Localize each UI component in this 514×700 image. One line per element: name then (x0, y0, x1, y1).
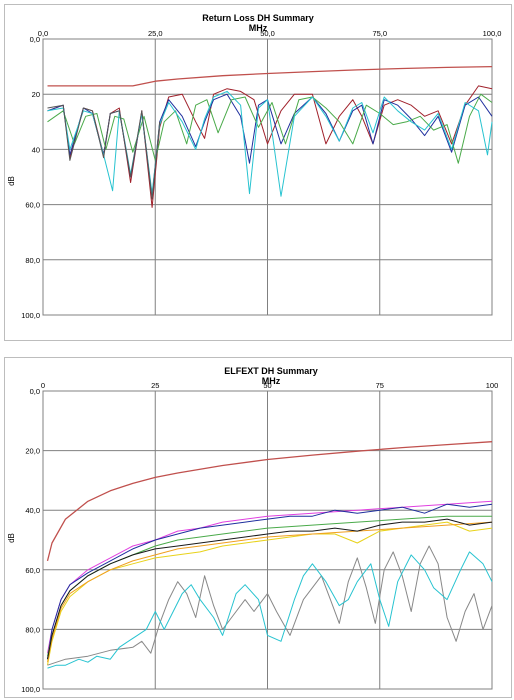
return-loss-chart: Return Loss DH Summary MHz dB 0,0 25,0 50,… (7, 13, 502, 320)
y-tick-label: 100,0 (21, 311, 40, 320)
y-axis-label: dB (7, 533, 16, 543)
x-tick-label: 100,0 (483, 29, 502, 38)
limit-line (47, 65, 493, 87)
y-axis-label: dB (7, 176, 16, 186)
y-tick-label: 0,0 (30, 35, 40, 44)
return-loss-panel: Return Loss DH Summary MHz dB 0,0 25,0 50,… (4, 4, 512, 341)
y-tick-label: 60,0 (25, 201, 40, 210)
chart-title: Return Loss DH Summary (202, 13, 314, 23)
series-line-4 (47, 90, 493, 197)
y-tick-label: 60,0 (25, 566, 40, 575)
series-line-7 (47, 545, 493, 666)
series-line-6 (47, 518, 493, 660)
y-tick-label: 0,0 (30, 387, 40, 396)
x-tick-label: 75,0 (372, 29, 387, 38)
series-line-4 (47, 521, 493, 666)
y-tick-label: 40 (32, 145, 40, 154)
y-tick-label: 20,0 (25, 447, 40, 456)
chart-title: ELFEXT DH Summary (224, 366, 318, 376)
x-tick-label: 75 (376, 381, 384, 390)
y-tick-label: 40,0 (25, 506, 40, 515)
x-tick-label: 25,0 (148, 29, 163, 38)
series-line-5 (47, 521, 493, 663)
series-line-2 (47, 503, 493, 660)
x-tick-label: 0 (41, 381, 45, 390)
y-tick-label: 20 (32, 90, 40, 99)
x-tick-label: 25 (151, 381, 159, 390)
elfext-chart: ELFEXT DH Summary MHz dB 0 25 50 75 100 0,0 2… (7, 366, 499, 694)
x-tick-label: 50,0 (260, 29, 275, 38)
x-tick-label: 50 (263, 381, 271, 390)
series-line-8 (47, 551, 493, 669)
y-tick-label: 80,0 (25, 625, 40, 634)
series-line-3 (47, 93, 493, 164)
y-tick-label: 100,0 (21, 685, 40, 694)
elfext-panel: ELFEXT DH Summary MHz dB 0 25 50 75 100 0,0 2… (4, 357, 512, 698)
limit-line (46, 441, 493, 562)
x-tick-label: 0,0 (38, 29, 48, 38)
x-axis-label: MHz (262, 376, 281, 386)
y-tick-label: 80,0 (25, 256, 40, 265)
series-line-5 (47, 104, 161, 200)
x-axis-label: MHz (249, 23, 268, 33)
x-tick-label: 100 (486, 381, 499, 390)
